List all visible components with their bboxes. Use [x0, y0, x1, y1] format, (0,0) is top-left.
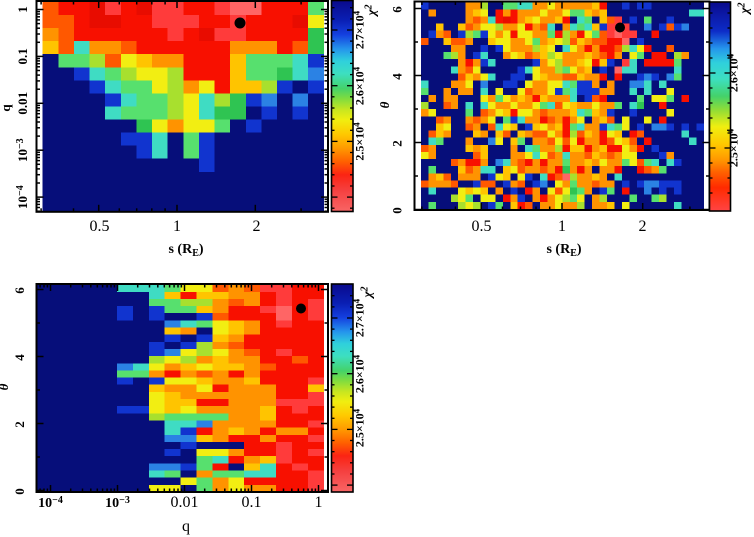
svg-text:2: 2 [253, 218, 261, 235]
svg-text:0: 0 [12, 488, 27, 495]
svg-text:0.01: 0.01 [15, 92, 30, 115]
svg-text:q: q [0, 104, 13, 112]
svg-text:4: 4 [12, 354, 27, 361]
svg-text:2: 2 [12, 421, 27, 428]
svg-text:2.6×104: 2.6×104 [352, 66, 367, 105]
svg-text:0.1: 0.1 [15, 48, 30, 64]
svg-text:1: 1 [315, 494, 323, 511]
svg-text:2.7×104: 2.7×104 [352, 10, 367, 49]
svg-text:6: 6 [12, 287, 27, 294]
svg-text:1: 1 [15, 6, 30, 13]
svg-text:4: 4 [390, 73, 405, 80]
svg-text:2.6×104: 2.6×104 [352, 354, 367, 393]
svg-text:2: 2 [639, 218, 647, 235]
svg-text:θ: θ [0, 383, 11, 390]
svg-text:2.7×104: 2.7×104 [352, 298, 367, 337]
svg-text:θ: θ [377, 101, 392, 108]
svg-text:2.5×104: 2.5×104 [726, 128, 741, 167]
svg-text:0.01: 0.01 [171, 494, 199, 511]
svg-text:0.1: 0.1 [242, 494, 262, 511]
svg-text:q: q [182, 518, 190, 535]
svg-text:s (RE): s (RE) [546, 242, 581, 259]
svg-text:1: 1 [173, 218, 181, 235]
svg-text:6: 6 [390, 6, 405, 13]
svg-text:s (RE): s (RE) [168, 242, 203, 259]
svg-text:0.5: 0.5 [472, 218, 492, 235]
svg-text:1: 1 [558, 218, 566, 235]
svg-text:2.5×104: 2.5×104 [352, 408, 367, 447]
svg-text:2: 2 [390, 140, 405, 147]
svg-text:2.5×104: 2.5×104 [352, 122, 367, 161]
svg-text:0.5: 0.5 [90, 218, 110, 235]
svg-text:0: 0 [390, 207, 405, 214]
svg-text:2.6×104: 2.6×104 [726, 53, 741, 92]
